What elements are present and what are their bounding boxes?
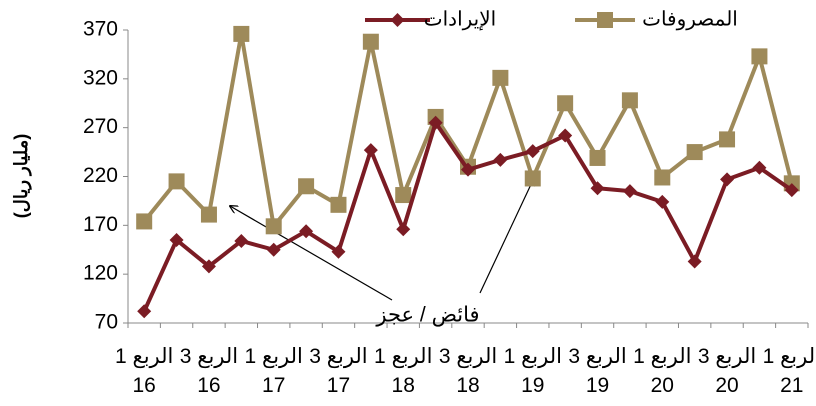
arrow: [479, 178, 534, 294]
legend-label: المصروفات: [642, 8, 738, 30]
point: [720, 172, 735, 187]
point: [719, 131, 736, 148]
point: [751, 48, 768, 65]
point: [590, 181, 605, 196]
point: [752, 160, 767, 175]
x-tick-label: الربع 3 16: [179, 345, 239, 397]
y-tick-label: 120: [83, 262, 118, 285]
point: [784, 183, 799, 198]
point: [557, 95, 574, 112]
legend-marker: [597, 12, 613, 28]
point: [363, 143, 378, 158]
point: [525, 144, 540, 159]
point: [395, 187, 412, 204]
point: [234, 233, 249, 248]
point: [524, 170, 541, 187]
point: [461, 162, 475, 177]
arrow: [230, 206, 393, 301]
annotation: فائض / عجز: [375, 304, 479, 328]
point: [686, 144, 703, 161]
y-tick-label: 220: [83, 164, 118, 187]
y-tick-label: 270: [83, 115, 118, 138]
y-tick-label: 70: [95, 311, 118, 334]
point: [396, 222, 411, 237]
legend-label: الإيرادات: [424, 8, 496, 31]
point: [622, 184, 637, 199]
x-tick-label: الربع 1 20: [633, 345, 692, 397]
point: [137, 304, 152, 319]
point: [428, 115, 443, 130]
y-tick-label: 320: [83, 66, 118, 89]
point: [687, 254, 702, 269]
point: [266, 242, 281, 257]
point: [299, 224, 314, 239]
point: [200, 206, 217, 223]
point: [265, 218, 282, 235]
legend-marker: [390, 13, 405, 27]
y-tick-label: 170: [83, 213, 118, 236]
x-tick-label: الربع 3 18: [438, 345, 498, 397]
point: [168, 173, 185, 190]
point: [330, 196, 347, 213]
x-tick-label: الربع 1 17: [244, 345, 303, 397]
point: [492, 69, 509, 86]
point: [331, 244, 346, 259]
x-tick-label: الربع 1 18: [374, 345, 433, 397]
y-axis-label: (مليار ريال): [11, 134, 32, 218]
point: [136, 213, 153, 230]
point: [558, 128, 573, 143]
y-tick-label: 370: [83, 18, 118, 41]
point: [201, 259, 216, 274]
point: [362, 33, 379, 50]
point: [298, 178, 315, 195]
point: [169, 232, 184, 247]
point: [654, 169, 671, 186]
point: [233, 25, 250, 42]
x-tick-label: الربع 3 17: [309, 345, 368, 397]
point: [621, 92, 638, 109]
point: [589, 149, 606, 166]
x-tick-label: الربع 3 20: [697, 345, 757, 397]
x-tick-label: الربع 1 19: [503, 345, 562, 397]
x-tick-label: الربع 3 19: [568, 345, 627, 397]
x-tick-label: الربع 1 16: [115, 345, 174, 397]
x-tick-label: الربع 1 21: [762, 345, 816, 397]
series-line: [142, 33, 794, 232]
point: [655, 194, 670, 209]
point: [493, 152, 508, 167]
